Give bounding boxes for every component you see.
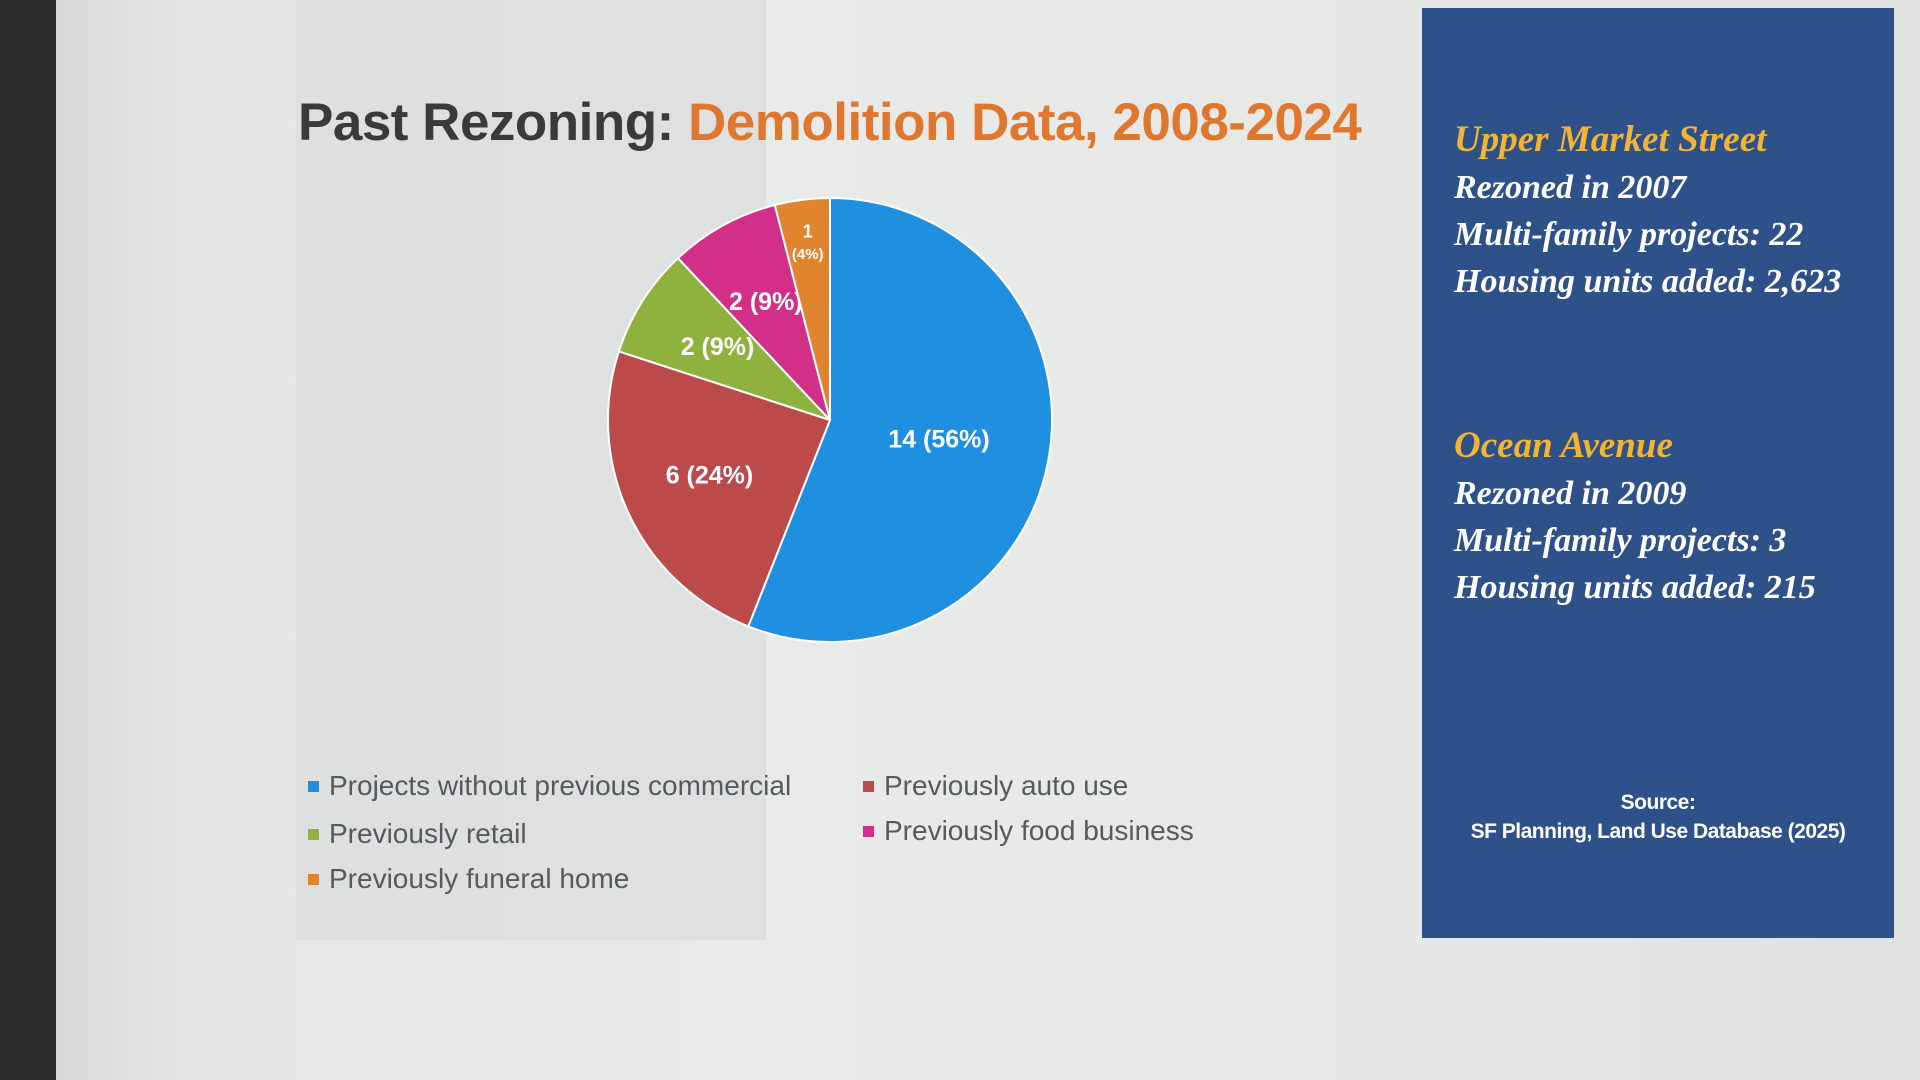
slice-no-commercial — [746, 196, 1053, 643]
ocean-avenue-heading: Ocean Avenue — [1454, 425, 1673, 466]
slice-auto-use-label: 6 (24%) — [666, 461, 754, 489]
source-label: Source: — [1620, 791, 1696, 814]
ocean-avenue-units: Housing units added: 215 — [1454, 569, 1816, 606]
slice-auto-use — [607, 350, 832, 628]
legend-label: Projects without previous commercial — [329, 770, 792, 801]
legend-item-retail: Previously retail — [308, 818, 527, 850]
legend-label: Previously food business — [884, 815, 1194, 846]
legend-swatch — [308, 828, 319, 840]
legend-swatch — [308, 873, 319, 885]
upper-market-projects: Multi-family projects: 22 — [1454, 216, 1804, 253]
upper-market-rezoned: Rezoned in 2007 — [1454, 169, 1687, 206]
legend-swatch — [863, 780, 874, 792]
slice-funeral-home-label-percent: (4%) — [792, 246, 824, 263]
legend-item-food-business: Previously food business — [863, 815, 1194, 847]
legend-swatch — [863, 825, 874, 837]
legend-swatch — [308, 780, 319, 792]
upper-market-heading: Upper Market Street — [1454, 119, 1767, 160]
slice-no-commercial-label: 14 (56%) — [888, 425, 989, 453]
slice-retail — [617, 256, 831, 421]
legend-label: Previously retail — [329, 818, 527, 849]
slice-funeral-home-label-value: 1 — [803, 222, 813, 242]
title-part-2: Demolition Data, 2008-2024 — [688, 93, 1362, 152]
legend-item-funeral-home: Previously funeral home — [308, 863, 629, 895]
ocean-avenue-block: Ocean Avenue Rezoned in 2009 Multi-famil… — [1454, 422, 1816, 611]
screen-edge — [0, 0, 56, 1080]
legend-label: Previously auto use — [884, 770, 1129, 801]
slice-food-business — [676, 203, 831, 421]
slide-title: Past Rezoning: Demolition Data, 2008-202… — [298, 92, 1362, 153]
slice-food-business-label: 2 (9%) — [729, 288, 803, 316]
slice-retail-label: 2 (9%) — [681, 333, 755, 361]
legend-item-no-commercial: Projects without previous commercial — [308, 770, 791, 802]
pie-chart: 14 (56%) 6 (24%) 2 (9%) 2 (9%) 1 (4%) — [607, 196, 1053, 643]
upper-market-units: Housing units added: 2,623 — [1454, 263, 1842, 300]
chart-legend: Projects without previous commercial Pre… — [308, 770, 1228, 920]
slice-funeral-home — [773, 196, 831, 421]
upper-market-block: Upper Market Street Rezoned in 2007 Mult… — [1454, 116, 1841, 305]
source-text: SF Planning, Land Use Database (2025) — [1470, 820, 1846, 843]
title-part-1: Past Rezoning: — [298, 93, 689, 152]
ocean-avenue-projects: Multi-family projects: 3 — [1454, 522, 1787, 559]
source-note: Source: SF Planning, Land Use Database (… — [1422, 788, 1894, 846]
legend-item-auto-use: Previously auto use — [863, 770, 1128, 802]
ocean-avenue-rezoned: Rezoned in 2009 — [1454, 475, 1687, 512]
legend-label: Previously funeral home — [329, 863, 630, 894]
info-panel: Upper Market Street Rezoned in 2007 Mult… — [1422, 8, 1894, 938]
